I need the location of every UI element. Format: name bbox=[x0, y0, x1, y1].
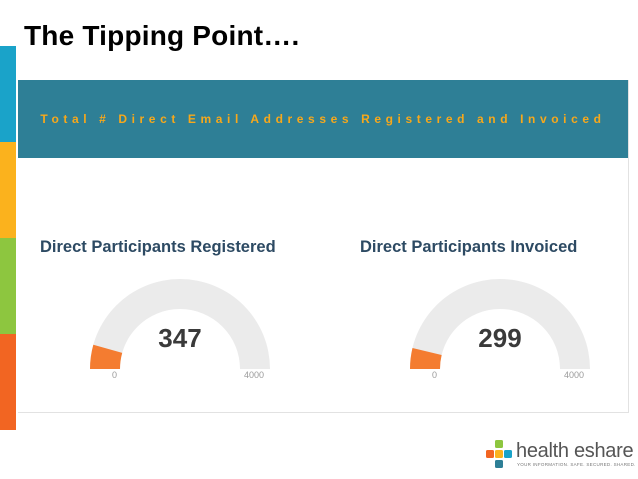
dashboard-screenshot: Total # Direct Email Addresses Registere… bbox=[18, 80, 629, 413]
gauge-value: 347 bbox=[158, 323, 202, 353]
logo-name: health eshare bbox=[516, 440, 634, 462]
health-eshare-logo: health eshare YOUR INFORMATION. SAFE. SE… bbox=[484, 438, 635, 472]
gauge-fill bbox=[410, 348, 442, 369]
gauge-track bbox=[90, 279, 270, 369]
gauge-min-label: 0 bbox=[432, 370, 438, 380]
gauge-fill bbox=[90, 344, 123, 369]
banner-title: Total # Direct Email Addresses Registere… bbox=[40, 112, 606, 126]
gauge-max-label: 4000 bbox=[244, 370, 265, 380]
slide-title: The Tipping Point…. bbox=[24, 20, 300, 51]
gauge-registered-svg bbox=[90, 279, 270, 369]
gauge-invoiced: 299 0 4000 bbox=[400, 271, 600, 380]
gauge-max-label: 4000 bbox=[564, 370, 585, 380]
gauge-title: Direct Participants Invoiced bbox=[360, 238, 578, 256]
side-accent-orange bbox=[0, 334, 16, 430]
side-accent-green bbox=[0, 238, 16, 334]
gauge-panel-registered: Direct Participants Registered 347 0 400… bbox=[40, 238, 310, 380]
gauge-panel-invoiced: Direct Participants Invoiced 299 0 4000 bbox=[360, 238, 630, 380]
side-accent-blue bbox=[0, 46, 16, 142]
gauge-value: 299 bbox=[478, 323, 522, 353]
cross-logo-icon bbox=[486, 440, 512, 468]
gauge-track bbox=[410, 279, 590, 369]
dashboard-banner: Total # Direct Email Addresses Registere… bbox=[18, 80, 628, 158]
gauge-min-label: 0 bbox=[112, 370, 118, 380]
side-accent-yellow bbox=[0, 142, 16, 238]
logo-tagline: YOUR INFORMATION. SAFE. SECURED. SHARED. bbox=[517, 462, 636, 467]
gauge-registered: 347 0 4000 bbox=[80, 271, 280, 380]
gauge-invoiced-svg bbox=[410, 279, 590, 369]
gauge-title: Direct Participants Registered bbox=[40, 238, 276, 256]
